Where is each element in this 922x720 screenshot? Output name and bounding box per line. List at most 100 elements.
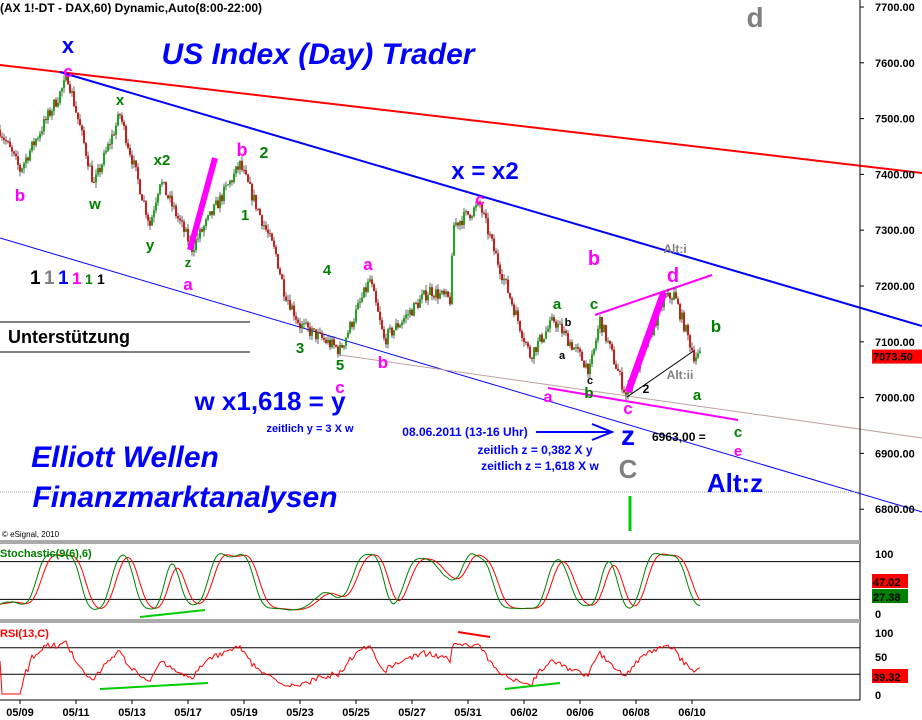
candle-up <box>53 99 55 111</box>
candle-up <box>557 323 559 328</box>
candle-up <box>225 185 227 187</box>
candle-up <box>39 133 41 139</box>
candle-down <box>501 274 503 281</box>
candle-up <box>441 290 443 294</box>
candle-down <box>417 302 419 308</box>
candle-down <box>565 330 567 334</box>
candle-down <box>693 350 695 362</box>
candle-down <box>365 287 367 292</box>
candle-down <box>497 253 499 265</box>
candle-up <box>133 160 135 165</box>
date-tick-label: 05/27 <box>398 707 426 719</box>
candle-down <box>109 144 111 146</box>
last-price-badge <box>872 349 922 364</box>
candle-up <box>593 348 595 355</box>
candle-down <box>147 214 149 221</box>
wave-label: d <box>667 265 679 287</box>
candle-up <box>589 363 591 375</box>
candle-down <box>281 274 283 280</box>
candle-up <box>193 249 195 252</box>
candle-down <box>55 99 57 107</box>
candle-up <box>161 182 163 185</box>
candle-up <box>695 357 697 362</box>
candle-down <box>521 330 523 338</box>
panel-divider-2[interactable] <box>0 619 860 623</box>
candle-down <box>437 289 439 299</box>
wave-count-digit: 1 <box>58 268 69 289</box>
candle-down <box>85 142 87 156</box>
candle-down <box>531 357 533 359</box>
candle-down <box>671 298 673 300</box>
candle-up <box>673 292 675 300</box>
date-axis: 05/09 05/11 05/13 05/17 05/19 05/23 05/25 05/27… <box>6 700 706 719</box>
candle-up <box>427 295 429 301</box>
candle-up <box>575 347 577 349</box>
candle-up <box>107 144 109 151</box>
candle-up <box>203 226 205 232</box>
divergence-line <box>504 682 561 690</box>
candle-down <box>221 195 223 202</box>
candle-down <box>19 164 21 172</box>
candle-down <box>265 225 267 230</box>
wave-label: x2 <box>154 152 171 169</box>
candle-up <box>117 114 119 126</box>
candle-down <box>69 84 71 93</box>
impulse-marker-2 <box>624 290 668 394</box>
candle-up <box>533 347 535 359</box>
candle-up <box>153 210 155 218</box>
candle-up <box>47 110 49 120</box>
candle-down <box>411 309 413 316</box>
candle-down <box>131 154 133 165</box>
candle-up <box>103 152 105 165</box>
candle-up <box>41 131 43 134</box>
stoch-d-value: 47.02 <box>873 577 901 589</box>
candle-up <box>503 278 505 281</box>
candle-down <box>313 328 315 330</box>
candle-up <box>59 91 61 103</box>
stochastic-label: Stochastic(9(6),6) <box>0 548 92 560</box>
panel-divider-1[interactable] <box>0 540 860 544</box>
candle-down <box>683 312 685 332</box>
candle-down <box>45 119 47 121</box>
stoch-tick: 100 <box>875 549 893 561</box>
candle-down <box>675 292 677 299</box>
candle-down <box>73 91 75 107</box>
date-tick-label: 05/09 <box>6 707 34 719</box>
candle-down <box>269 233 271 235</box>
candle-down <box>457 222 459 226</box>
stoch-value-badge <box>872 574 908 588</box>
alt-label: Alt:i <box>663 242 686 256</box>
wave-label: a <box>559 350 566 362</box>
candle-down <box>371 279 373 285</box>
candle-up <box>291 305 293 310</box>
candle-down <box>283 279 285 297</box>
candle-up <box>465 211 467 213</box>
candle-up <box>537 341 539 352</box>
candle-down <box>467 211 469 215</box>
wave-label: c <box>590 296 598 313</box>
candle-up <box>63 80 65 89</box>
wave-label: c <box>475 190 484 209</box>
candle-down <box>243 169 245 171</box>
candle-down <box>493 238 495 252</box>
candle-down <box>245 169 247 175</box>
candle-down <box>249 181 251 184</box>
candle-up <box>169 195 171 199</box>
candle-down <box>519 320 521 331</box>
candle-up <box>347 332 349 338</box>
candle-down <box>555 321 557 328</box>
candle-down <box>0 129 1 137</box>
channel-lower <box>547 387 739 421</box>
candle-up <box>599 317 601 329</box>
candle-up <box>311 328 313 336</box>
candle-down <box>77 112 79 120</box>
candle-up <box>591 354 593 364</box>
candle-down <box>625 392 627 395</box>
candle-up <box>331 339 333 348</box>
candle-down <box>127 143 129 148</box>
candle-up <box>301 323 303 329</box>
rsi-label: RSI(13,C) <box>0 628 49 640</box>
wave-label: 5 <box>336 357 344 374</box>
candle-down <box>11 147 13 152</box>
candle-down <box>17 156 19 165</box>
